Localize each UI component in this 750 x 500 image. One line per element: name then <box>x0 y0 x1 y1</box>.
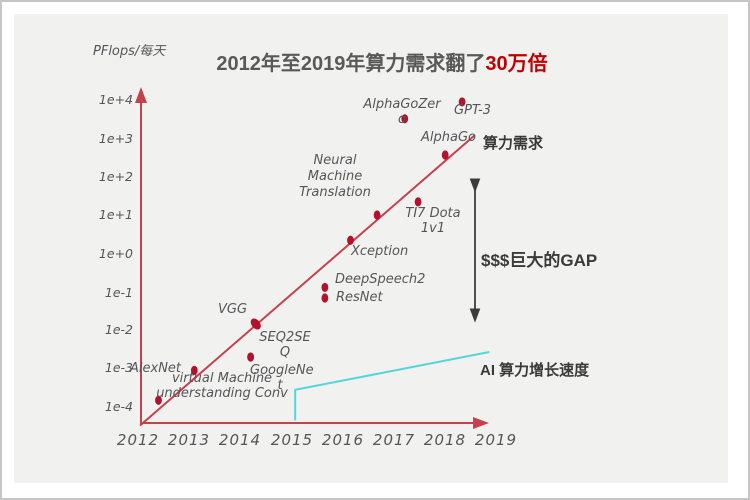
y-tick: 1e+0 <box>98 246 133 261</box>
point-label-alphagozero: AlphaGoZer o <box>363 97 441 127</box>
y-axis-label: PFlops/每天 <box>93 44 166 59</box>
data-point <box>441 150 449 160</box>
y-tick: 1e+2 <box>98 169 133 184</box>
data-point <box>247 352 255 362</box>
data-point <box>321 293 329 303</box>
data-point <box>155 395 162 405</box>
data-point <box>190 365 198 375</box>
y-tick: 1e-1 <box>104 285 133 300</box>
point-label-ti7-dota: TI7 Dota 1v1 <box>405 206 461 236</box>
x-tick: 2019 <box>474 431 518 449</box>
point-label-vgg: VGG <box>218 302 248 317</box>
point-label-nmt: Neural Machine Translation <box>299 153 371 200</box>
point-label-xception: Xception <box>351 244 409 259</box>
chart-title: 2012年至2019年算力需求翻了30万倍 <box>192 47 572 76</box>
trend-line <box>139 134 476 427</box>
point-label-alphago: AlphaGo <box>421 130 476 145</box>
gap-label: $$$巨大的GAP <box>481 251 598 270</box>
x-tick: 2014 <box>218 431 262 449</box>
y-tick: 1e+3 <box>98 131 133 146</box>
point-label-resnet: ResNet <box>336 290 383 305</box>
title-highlight: 30万倍 <box>485 53 548 75</box>
data-point <box>250 318 261 330</box>
demand-line-label: 算力需求 <box>483 135 544 152</box>
data-point <box>347 235 354 245</box>
data-point <box>414 197 422 207</box>
point-label-seq2seq: SEQ2SE Q <box>259 330 311 360</box>
point-label-deepspeech2: DeepSpeech2 <box>335 272 426 287</box>
data-point <box>321 282 329 293</box>
point-label-googlenet: GoogleNe t <box>250 363 314 393</box>
growth-rate-label: AI 算力增长速度 <box>480 362 590 379</box>
x-tick: 2016 <box>321 431 365 449</box>
x-tick: 2013 <box>167 431 211 449</box>
data-point <box>401 114 409 124</box>
x-tick: 2012 <box>116 431 160 449</box>
data-point <box>458 97 466 107</box>
chart-panel <box>14 14 728 483</box>
point-label-gpt3: GPT-3 <box>454 103 491 118</box>
chart-title-text: 2012年至2019年算力需求翻了 <box>216 53 486 75</box>
point-label-conv: virtual Machine understanding Conv <box>156 371 288 401</box>
x-tick: 2015 <box>270 431 314 449</box>
growth-line <box>294 351 490 421</box>
x-tick: 2018 <box>423 431 467 449</box>
y-tick: 1e-2 <box>104 322 133 337</box>
y-tick: 1e-4 <box>104 399 133 414</box>
y-tick: 1e+1 <box>98 207 133 222</box>
data-point <box>373 210 381 220</box>
x-tick: 2017 <box>372 431 416 449</box>
y-tick: 1e-3 <box>104 360 133 375</box>
point-label-alexnet: AlexNet <box>130 361 182 376</box>
y-tick: 1e+4 <box>98 92 133 107</box>
